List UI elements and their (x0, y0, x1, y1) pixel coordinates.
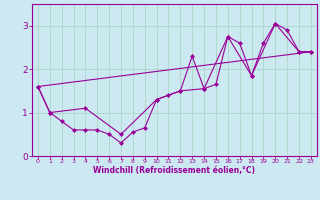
X-axis label: Windchill (Refroidissement éolien,°C): Windchill (Refroidissement éolien,°C) (93, 166, 255, 175)
